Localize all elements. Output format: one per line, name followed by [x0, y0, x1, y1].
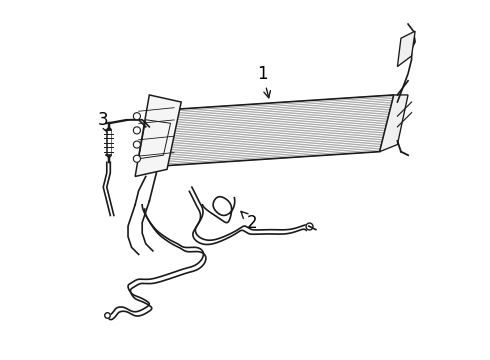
Polygon shape [380, 95, 408, 152]
Polygon shape [135, 95, 181, 176]
Circle shape [133, 113, 141, 120]
Text: 2: 2 [241, 211, 257, 231]
Polygon shape [164, 95, 394, 166]
Text: 3: 3 [98, 111, 109, 134]
Circle shape [133, 127, 141, 134]
Circle shape [133, 141, 141, 148]
Circle shape [133, 155, 141, 162]
Text: 1: 1 [257, 65, 270, 98]
Polygon shape [397, 31, 415, 67]
